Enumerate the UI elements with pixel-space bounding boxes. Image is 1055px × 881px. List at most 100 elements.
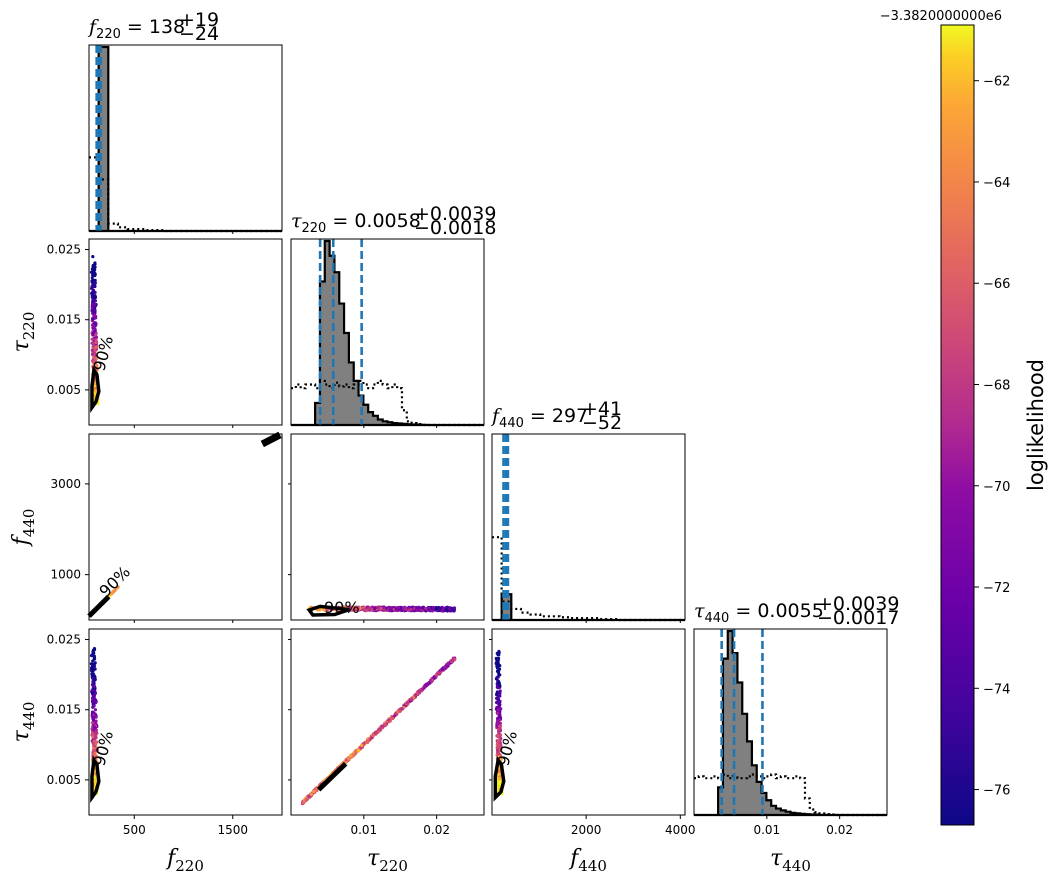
scatter-point — [91, 270, 95, 274]
diag-frame-f220 — [88, 44, 283, 232]
scatter-point — [420, 609, 424, 613]
scatter-point — [434, 607, 439, 611]
xtick-label: 2000 — [571, 823, 602, 837]
scatter-point — [92, 664, 96, 668]
scatter-point — [417, 689, 421, 693]
scatter-point — [495, 701, 499, 705]
scatter-point — [495, 658, 499, 662]
scatter-point — [91, 265, 95, 269]
colorbar: −62 −64 −66 −68 −70 −72 −74 −76 loglikelihood −3.… — [880, 9, 1048, 826]
scatter-point — [89, 654, 94, 658]
scatter-point — [495, 723, 499, 728]
diag-frame-f440 — [491, 433, 686, 621]
colorbar-tick-label: −64 — [983, 176, 1010, 191]
scatter-point — [92, 329, 97, 333]
scatter-point — [449, 659, 453, 663]
scatter-point — [90, 348, 94, 352]
scatter-point — [91, 324, 96, 328]
xaxis-label-f220: f220 — [165, 846, 204, 875]
scatter-point — [427, 681, 431, 685]
scatter-point — [497, 739, 501, 743]
scatter-point — [90, 337, 94, 341]
scatter-point — [93, 708, 98, 712]
scatter-point — [495, 669, 500, 673]
scatter-point — [433, 676, 437, 680]
scatter-point — [93, 314, 97, 318]
panel-title-tau440: τ440 = 0.0055 — [694, 600, 824, 626]
scatter-point — [445, 608, 449, 612]
scatter-point — [90, 673, 95, 677]
scatter-point — [93, 751, 97, 756]
scatter-point — [497, 777, 501, 781]
scatter-point — [415, 608, 419, 612]
frame-tau220-vs-f220 — [88, 238, 283, 426]
scatter-point — [92, 355, 96, 360]
prior-histogram — [89, 156, 282, 233]
contour-tau220-f220 — [90, 365, 101, 413]
scatter-point — [94, 340, 98, 345]
scatter-point — [404, 607, 408, 611]
colorbar-gradient — [940, 24, 975, 826]
title-minus-f440: −52 — [582, 412, 622, 434]
title-plus-f220: +19 — [179, 9, 219, 31]
xtick-label: 0.02 — [423, 823, 450, 837]
scatter-point — [93, 780, 97, 784]
scatter-point — [496, 697, 500, 701]
contour-f440-tau220 — [306, 604, 350, 617]
scatter-point — [498, 684, 502, 688]
scatter-point — [93, 310, 97, 314]
panel-title-f220: f220 = 138 — [87, 16, 185, 42]
scatter-point — [495, 748, 500, 752]
scatter-point — [93, 295, 98, 299]
scatter-point — [93, 720, 97, 725]
xtick-label: 1500 — [217, 823, 248, 837]
colorbar-tick-label: −76 — [983, 784, 1010, 799]
scatter-point — [497, 731, 501, 735]
scatter-point — [347, 605, 352, 609]
frame-f440-vs-tau220 — [290, 433, 485, 621]
contour-f440-f220-upper — [260, 431, 282, 448]
scatter-point — [94, 353, 98, 358]
scatter-point — [356, 606, 361, 611]
scatter-point — [92, 699, 96, 703]
scatter-point — [91, 254, 95, 259]
posterior-histogram — [492, 593, 685, 622]
ytick-label: 0.005 — [47, 383, 81, 397]
scatter-point — [394, 607, 398, 611]
contour-label: 90% — [95, 562, 134, 601]
scatter-point — [109, 592, 114, 596]
scatter-point — [390, 716, 395, 721]
scatter-point — [405, 701, 409, 705]
scatter-point — [446, 662, 450, 666]
scatter-point — [497, 653, 501, 657]
scatter-point — [440, 667, 445, 672]
scatter-point — [90, 293, 94, 298]
scatter-point — [357, 748, 361, 753]
scatter-point — [347, 757, 351, 761]
scatter-point — [376, 605, 380, 610]
scatter-point — [379, 606, 383, 611]
prior-histogram — [492, 536, 685, 622]
xtick-label: 0.01 — [753, 823, 780, 837]
colorbar-tick-label: −68 — [983, 378, 1010, 393]
scatter-point — [92, 713, 96, 717]
diag-hist-f440 — [492, 434, 685, 622]
scatter-point — [91, 718, 96, 722]
posterior-histogram — [89, 45, 282, 233]
colorbar-tick-label: −70 — [983, 480, 1010, 495]
scatter-point — [92, 361, 96, 365]
scatter-point — [92, 684, 96, 689]
scatter-point — [360, 743, 364, 747]
contour-tau440-f220 — [90, 755, 101, 803]
scatter-point — [496, 708, 500, 712]
xaxis-label-tau220: τ220 — [367, 846, 408, 875]
scatter-point — [94, 333, 98, 337]
scatter-point — [495, 711, 500, 715]
scatter-point — [392, 714, 397, 718]
scatter-point — [92, 302, 97, 307]
scatter-point — [384, 723, 388, 727]
scatter-point — [398, 709, 402, 713]
scatter-point — [90, 276, 94, 280]
scatter-point — [90, 688, 94, 693]
scatter-point — [495, 663, 499, 668]
